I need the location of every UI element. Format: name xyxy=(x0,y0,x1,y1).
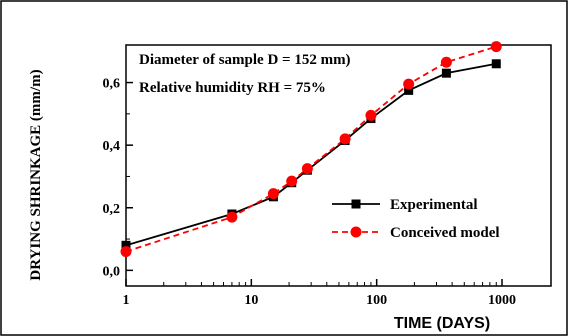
y-tick-label: 0,4 xyxy=(103,139,121,154)
x-axis: 1 10 100 1000 xyxy=(123,279,516,308)
data-point-model xyxy=(339,133,351,145)
data-point-model xyxy=(365,109,377,121)
data-point-experimental xyxy=(404,85,414,95)
x-axis-label: TIME (DAYS) xyxy=(394,315,490,332)
data-point-experimental xyxy=(121,240,131,250)
data-point-model xyxy=(440,56,452,68)
x-tick-label: 100 xyxy=(366,293,387,308)
y-tick-label: 0,2 xyxy=(103,202,121,217)
legend-marker-model xyxy=(350,226,362,238)
data-point-model xyxy=(490,41,502,53)
data-point-model xyxy=(267,188,279,200)
x-tick-label: 1000 xyxy=(488,293,516,308)
legend-label-experimental: Experimental xyxy=(390,197,478,213)
x-tick-label: 1 xyxy=(123,293,130,308)
legend: Experimental Conceived model xyxy=(332,197,500,241)
legend-marker-experimental xyxy=(351,199,361,209)
y-axis-label: DRYING SHRINKAGE (mm/m) xyxy=(28,69,44,280)
data-point-model xyxy=(286,175,298,187)
data-point-model xyxy=(301,163,313,175)
series-layer xyxy=(120,41,502,258)
data-point-model xyxy=(403,78,415,90)
y-tick-label: 0,0 xyxy=(103,264,121,279)
series-line-model xyxy=(125,45,497,253)
annotation-humidity: Relative humidity RH = 75% xyxy=(139,80,326,96)
y-tick-label: 0,6 xyxy=(103,77,121,92)
data-point-experimental xyxy=(491,59,501,69)
data-point-model xyxy=(226,211,238,223)
data-point-experimental xyxy=(441,68,451,78)
y-axis: 0,0 0,2 0,4 0,6 xyxy=(103,77,133,279)
x-tick-label: 10 xyxy=(244,293,258,308)
data-point-model xyxy=(120,246,132,258)
legend-label-model: Conceived model xyxy=(390,225,500,241)
annotation-diameter: Diameter of sample D = 152 mm) xyxy=(139,52,351,68)
